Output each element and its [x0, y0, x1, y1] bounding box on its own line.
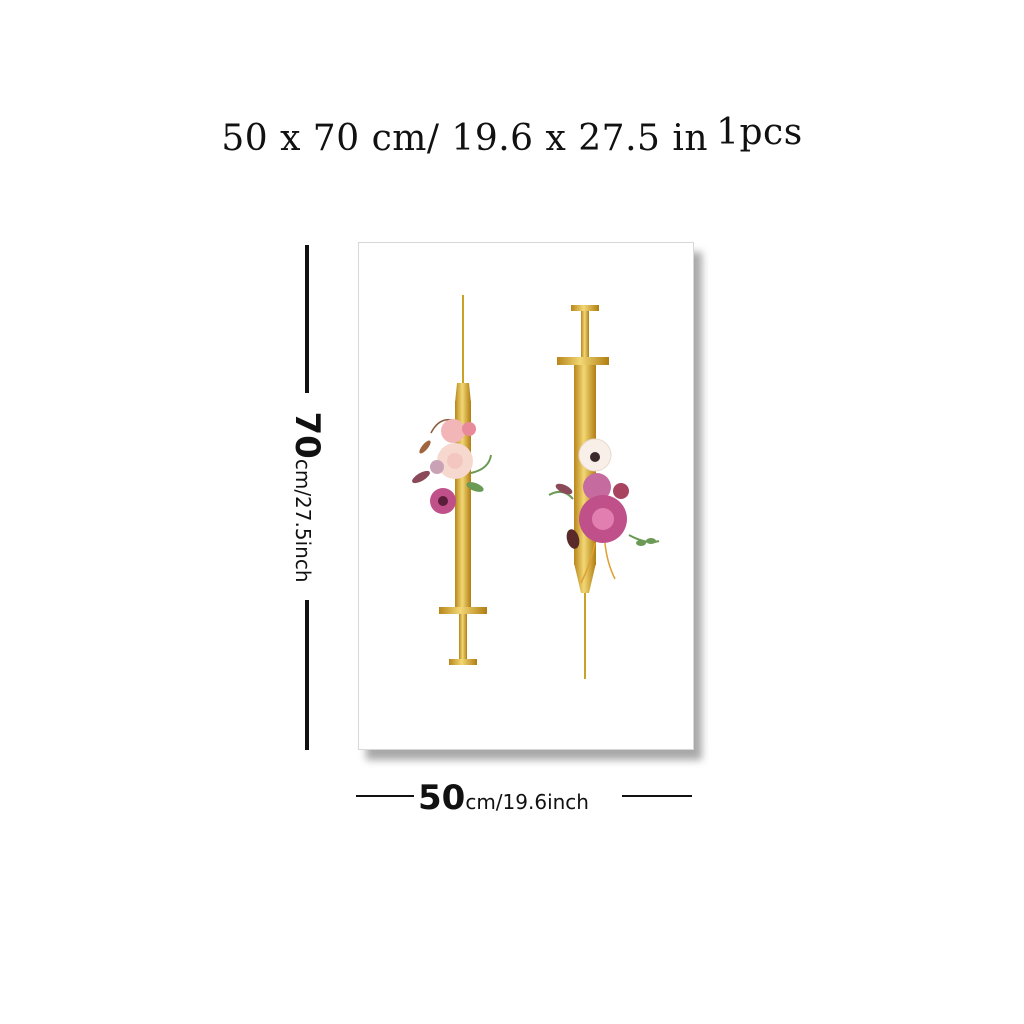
size-text: 50 x 70 cm/ 19.6 x 27.5 in	[221, 118, 709, 159]
width-dimension-line-right	[622, 795, 692, 797]
syringe-icon	[439, 295, 487, 665]
quantity-label: 1pcs	[716, 112, 803, 153]
width-value: 50	[418, 778, 466, 818]
height-dimension-label: 70cm/27.5inch	[287, 412, 327, 583]
artwork-illustration	[412, 295, 660, 679]
canvas-artwork	[358, 242, 694, 750]
height-unit: cm/27.5inch	[291, 458, 315, 583]
width-dimension-line-left	[356, 795, 414, 797]
flower-bouquet-icon	[412, 418, 492, 514]
height-dimension-line-bottom	[305, 600, 309, 750]
height-dimension-line-top	[305, 245, 309, 393]
width-unit: cm/19.6inch	[465, 790, 589, 814]
width-dimension-label: 50cm/19.6inch	[418, 778, 589, 818]
product-size-headline: 50 x 70 cm/ 19.6 x 27.5 in 1pcs	[0, 112, 1024, 159]
canvas-print	[358, 242, 702, 760]
height-value: 70	[287, 411, 327, 459]
flower-bouquet-icon	[548, 438, 660, 584]
